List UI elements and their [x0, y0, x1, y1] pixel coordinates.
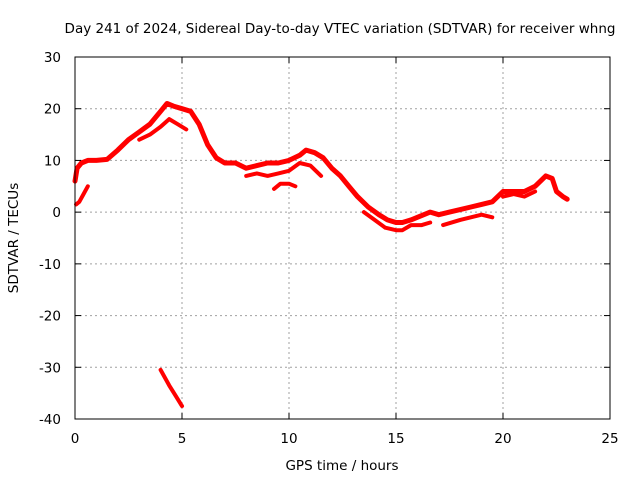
x-tick-label: 20 — [494, 431, 511, 447]
chart-title: Day 241 of 2024, Sidereal Day-to-day VTE… — [65, 21, 616, 37]
series-track-short — [272, 181, 298, 191]
ticks: 0 5 10 15 20 25 -40 -30 -20 -10 0 10 20 30 — [39, 50, 619, 447]
x-tick-label: 5 — [178, 431, 187, 447]
x-tick-label: 10 — [280, 431, 297, 447]
series-track-night-b — [441, 212, 495, 228]
series-track-evening — [501, 189, 538, 199]
y-tick-label: -10 — [39, 257, 61, 273]
series-track-outlier — [158, 367, 184, 409]
x-tick-label: 0 — [71, 431, 80, 447]
y-tick-label: -30 — [39, 360, 61, 376]
y-tick-label: 20 — [44, 102, 61, 118]
x-tick-label: 25 — [601, 431, 618, 447]
series-track-afternoon — [244, 161, 324, 178]
x-tick-label: 15 — [387, 431, 404, 447]
y-tick-label: 0 — [52, 205, 61, 221]
y-tick-label: 10 — [44, 153, 61, 169]
grid — [75, 57, 610, 419]
y-tick-label: 30 — [44, 50, 61, 66]
series-track-lower — [137, 117, 189, 142]
data-series — [72, 101, 570, 409]
y-tick-label: -40 — [39, 412, 61, 428]
plot-frame — [74, 56, 611, 420]
series-track-low-start — [74, 184, 90, 207]
series-track-night-a — [361, 210, 433, 233]
x-axis-label: GPS time / hours — [285, 458, 398, 474]
y-tick-label: -20 — [39, 309, 61, 325]
series-track-main — [72, 101, 570, 225]
y-axis-label: SDTVAR / TECUs — [6, 183, 22, 293]
